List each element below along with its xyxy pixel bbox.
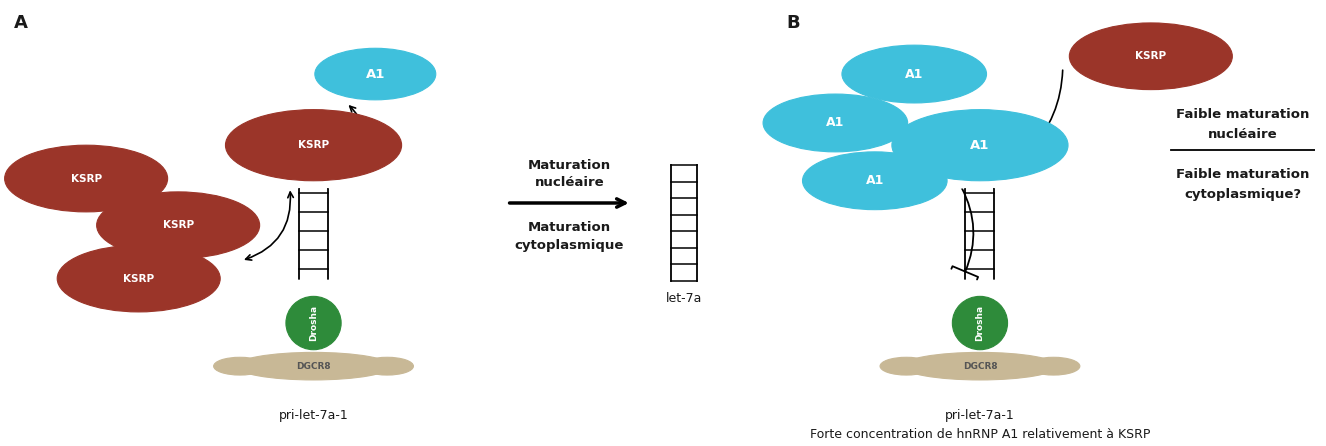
Text: Faible maturation: Faible maturation <box>1176 168 1310 181</box>
Text: KSRP: KSRP <box>163 220 194 230</box>
Text: A1: A1 <box>906 67 923 81</box>
Text: A1: A1 <box>971 139 989 152</box>
Circle shape <box>361 357 414 375</box>
Text: A1: A1 <box>826 116 845 129</box>
Text: pri-let-7a-1: pri-let-7a-1 <box>945 409 1014 421</box>
Ellipse shape <box>57 245 220 312</box>
Text: cytoplasmique: cytoplasmique <box>514 239 623 252</box>
Text: Drosha: Drosha <box>309 305 318 341</box>
Ellipse shape <box>892 110 1067 181</box>
Text: let-7a: let-7a <box>666 292 703 305</box>
Circle shape <box>244 161 324 188</box>
Text: B: B <box>786 14 801 32</box>
Text: Maturation: Maturation <box>528 221 611 234</box>
Text: KSRP: KSRP <box>123 273 154 284</box>
Ellipse shape <box>4 145 167 212</box>
Text: Faible maturation: Faible maturation <box>1176 107 1310 120</box>
Text: DGCR8: DGCR8 <box>296 362 332 371</box>
Text: KSRP: KSRP <box>298 140 329 150</box>
Text: Forte concentration de hnRNP A1 relativement à KSRP: Forte concentration de hnRNP A1 relative… <box>810 428 1150 441</box>
Circle shape <box>911 161 989 188</box>
Ellipse shape <box>762 94 908 152</box>
Circle shape <box>880 357 932 375</box>
Text: KSRP: KSRP <box>1135 51 1167 61</box>
Ellipse shape <box>225 110 402 181</box>
Circle shape <box>304 161 382 188</box>
Text: A1: A1 <box>866 174 884 187</box>
Ellipse shape <box>952 296 1008 350</box>
Text: nucléaire: nucléaire <box>534 177 605 190</box>
Text: cytoplasmique?: cytoplasmique? <box>1184 188 1301 201</box>
Ellipse shape <box>1069 23 1232 90</box>
Ellipse shape <box>842 45 987 103</box>
Ellipse shape <box>97 192 260 259</box>
Ellipse shape <box>286 296 341 350</box>
Text: nucléaire: nucléaire <box>1208 128 1278 140</box>
Text: A1: A1 <box>366 67 385 81</box>
Text: pri-let-7a-1: pri-let-7a-1 <box>278 409 349 421</box>
Text: DGCR8: DGCR8 <box>963 362 997 371</box>
Text: A: A <box>13 14 28 32</box>
Text: Maturation: Maturation <box>528 159 611 172</box>
Text: KSRP: KSRP <box>70 173 102 184</box>
Ellipse shape <box>236 352 391 380</box>
Ellipse shape <box>314 48 436 100</box>
Text: Drosha: Drosha <box>976 305 984 341</box>
Circle shape <box>213 357 267 375</box>
Ellipse shape <box>802 152 947 210</box>
Circle shape <box>971 161 1049 188</box>
Ellipse shape <box>903 352 1058 380</box>
Circle shape <box>1028 357 1079 375</box>
